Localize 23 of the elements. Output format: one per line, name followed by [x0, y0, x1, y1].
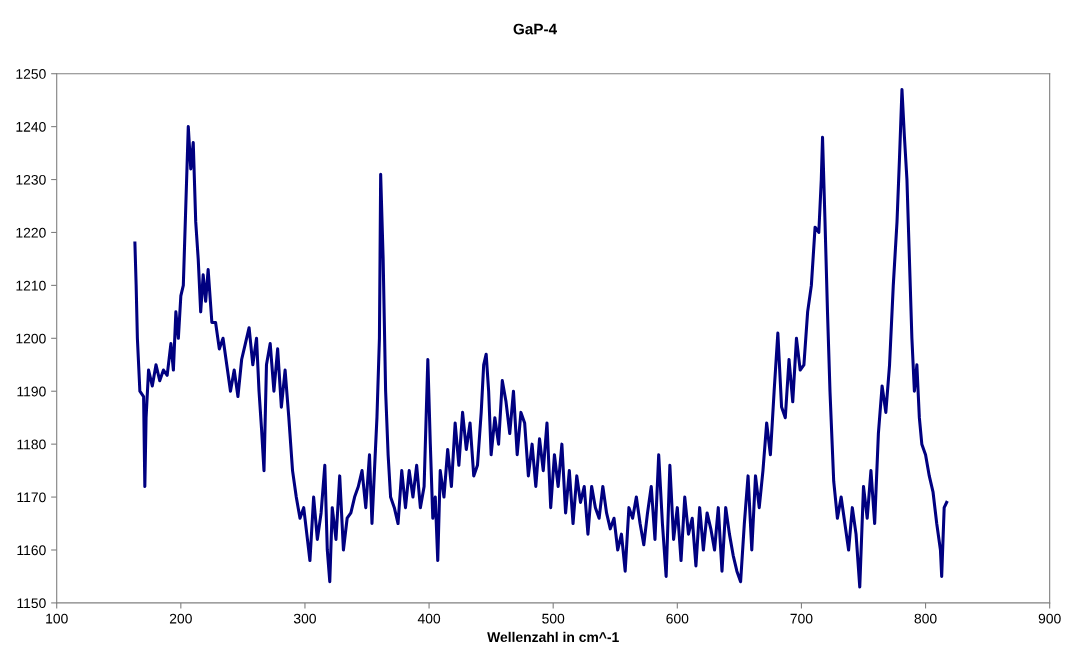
y-tick-label: 1250 [16, 69, 46, 79]
y-tick-label: 1200 [16, 333, 46, 344]
y-tick-label: 1180 [17, 439, 46, 450]
y-tick-label: 1210 [16, 280, 46, 291]
y-tick-label: 1170 [17, 492, 46, 503]
x-tick-label: 700 [790, 613, 813, 624]
chart-title: GaP-4 [513, 23, 557, 35]
x-tick-label: 300 [293, 613, 316, 624]
x-tick-label: 800 [914, 613, 937, 624]
x-tick-label: 200 [169, 613, 192, 624]
y-tick-label: 1240 [16, 121, 46, 132]
x-tick-label: 100 [46, 613, 68, 624]
x-tick-label: 400 [417, 613, 441, 624]
y-tick-label: 1190 [17, 386, 46, 397]
y-tick-label: 1220 [16, 227, 46, 238]
x-tick-label: 600 [666, 613, 689, 624]
x-axis-title: Wellenzahl in cm^-1 [487, 631, 619, 643]
y-tick-label: 1160 [17, 545, 46, 556]
x-tick-label: 900 [1038, 613, 1061, 624]
x-tick-label: 500 [542, 613, 565, 624]
y-tick-label: 1150 [17, 598, 46, 609]
y-tick-label: 1230 [16, 174, 46, 185]
line-series [133, 88, 949, 589]
